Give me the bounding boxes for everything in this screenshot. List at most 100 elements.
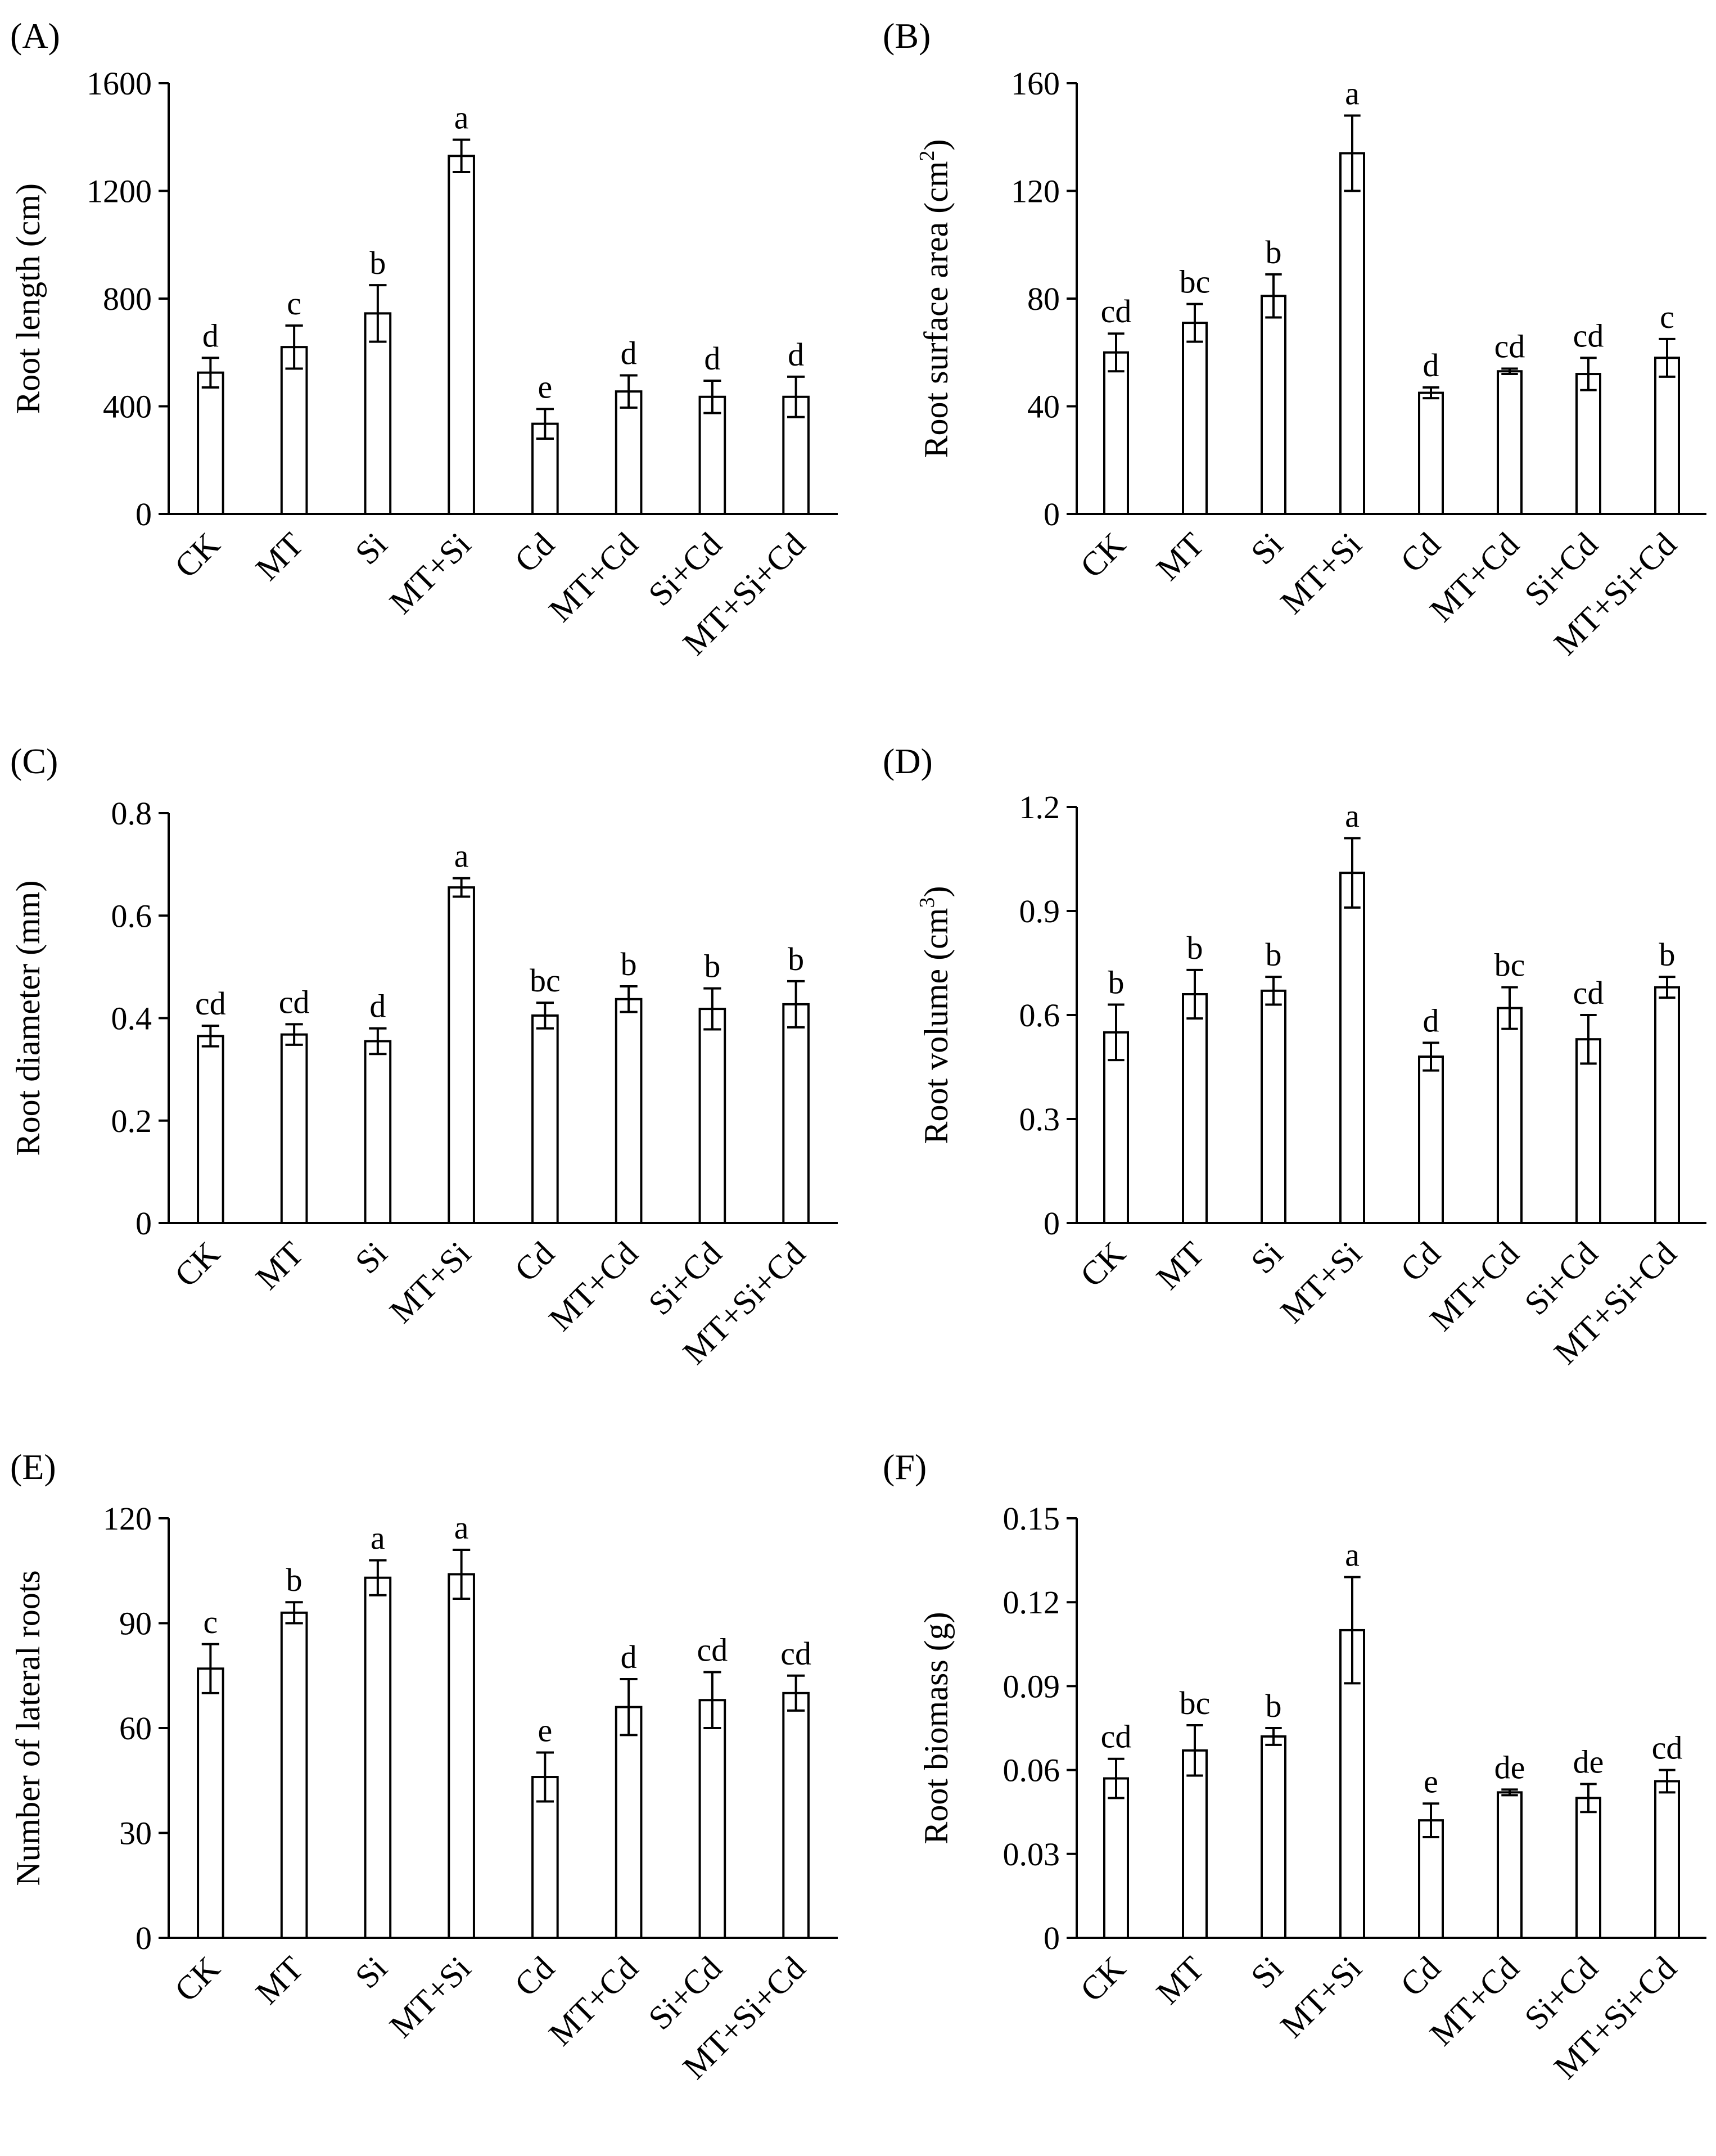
y-tick-label: 0.12	[1003, 1584, 1060, 1621]
significance-letter: a	[454, 838, 469, 874]
x-category-label: MT+Si	[1274, 1235, 1369, 1330]
x-category-label: MT+Cd	[542, 1235, 645, 1338]
bar	[448, 886, 475, 1224]
y-axis-label: Root length (cm)	[10, 183, 47, 414]
bar	[1182, 1749, 1208, 1939]
y-tick-label: 0	[1044, 1205, 1060, 1242]
bar	[1261, 989, 1286, 1225]
y-tick-label: 0.9	[1019, 893, 1060, 930]
y-tick-label: 60	[119, 1710, 152, 1747]
panel-label: (A)	[10, 16, 60, 56]
y-tick-label: 0	[136, 1920, 152, 1956]
y-tick-label: 0.03	[1003, 1836, 1060, 1873]
x-category-label: Cd	[1393, 1950, 1447, 2004]
significance-letter: d	[704, 340, 720, 377]
bar	[698, 1699, 726, 1939]
bar	[615, 390, 643, 516]
panel-f: (F) 0 0.03 0.06 0.09 0.12 0.15 Root biomass (g)…	[883, 1447, 1706, 2086]
x-category-label: Si	[348, 526, 394, 572]
y-tick-label: 1.2	[1019, 789, 1060, 826]
significance-letter: cd	[279, 984, 310, 1020]
x-category-label: MT	[1149, 526, 1211, 588]
y-tick-label: 400	[103, 389, 152, 425]
significance-letter: cd	[1573, 317, 1604, 354]
x-category-label: MT+Cd	[1423, 1235, 1526, 1338]
panel-label: (C)	[10, 741, 58, 781]
y-tick-label: 0.2	[111, 1103, 152, 1139]
x-category-label: Cd	[1393, 1235, 1447, 1289]
bar	[1418, 1819, 1444, 1940]
significance-letter: bc	[1180, 1685, 1211, 1721]
y-axis-label-tail: )	[918, 139, 955, 150]
bar	[782, 1692, 810, 1939]
x-category-label: MT+Si	[382, 1950, 478, 2045]
x-category-label: MT+Si	[1274, 1950, 1369, 2045]
x-category-label: MT+Si	[382, 1235, 478, 1330]
y-axis-label-text: Root volume (cm	[918, 908, 955, 1144]
x-category-label: MT+Si	[382, 526, 478, 621]
bar	[280, 1611, 308, 1940]
significance-letter: c	[204, 1604, 218, 1640]
significance-letter: cd	[1494, 328, 1525, 364]
significance-letter: c	[287, 285, 301, 322]
significance-letter: cd	[195, 985, 226, 1022]
significance-letter: b	[1187, 930, 1203, 966]
bar	[1575, 1038, 1601, 1224]
significance-letter: bc	[1494, 947, 1525, 984]
significance-letter: a	[454, 100, 469, 136]
y-tick-label: 0.6	[1019, 997, 1060, 1034]
y-tick-label: 0.4	[111, 1000, 152, 1037]
bar	[1182, 322, 1208, 516]
x-category-label: MT	[249, 1950, 310, 2011]
y-axis-label-superscript: 3	[915, 897, 939, 908]
bar	[1497, 1791, 1523, 1940]
significance-letter: e	[1424, 1763, 1438, 1799]
significance-letter: d	[788, 336, 804, 373]
significance-letter: d	[621, 335, 637, 371]
y-axis-label-text: Number of lateral roots	[10, 1570, 47, 1886]
panel-label: (E)	[10, 1447, 56, 1487]
y-axis-label-superscript: 2	[915, 150, 939, 161]
significance-letter: a	[1345, 798, 1360, 835]
panel-label: (D)	[883, 741, 933, 781]
significance-letter: d	[1423, 1002, 1439, 1039]
significance-letter: cd	[697, 1632, 728, 1668]
significance-letter: b	[788, 941, 804, 977]
y-tick-label: 120	[103, 1500, 152, 1537]
y-axis-label: Root volume (cm3)	[915, 886, 955, 1144]
bar	[1654, 1780, 1680, 1940]
bar	[364, 1576, 392, 1939]
y-tick-label: 0	[136, 496, 152, 533]
x-category-label: CK	[168, 526, 227, 585]
bar	[364, 312, 392, 515]
x-category-label: MT+Cd	[1423, 1950, 1526, 2053]
significance-letter: b	[369, 245, 386, 281]
y-axis-label: Root surface area (cm2)	[915, 139, 955, 458]
significance-letter: bc	[1180, 264, 1211, 300]
bar	[1654, 357, 1680, 515]
x-category-label: Si	[1244, 1235, 1290, 1281]
bar	[698, 395, 726, 516]
significance-letter: a	[454, 1509, 469, 1546]
bar	[197, 371, 224, 515]
y-axis-label: Number of lateral roots	[10, 1570, 47, 1886]
significance-letter: b	[704, 948, 720, 985]
y-tick-label: 0	[1044, 1920, 1060, 1956]
significance-letter: d	[369, 988, 386, 1025]
bar	[615, 998, 643, 1224]
significance-letter: d	[621, 1639, 637, 1675]
panel-label: (B)	[883, 16, 931, 56]
y-tick-label: 0.09	[1003, 1668, 1060, 1704]
x-category-label: CK	[1073, 1950, 1133, 2009]
x-category-label: MT	[249, 526, 310, 588]
bar	[448, 155, 475, 515]
y-tick-label: 90	[119, 1605, 152, 1642]
bar	[1497, 1007, 1523, 1224]
y-tick-label: 1200	[87, 173, 152, 210]
y-tick-label: 800	[103, 281, 152, 317]
x-category-label: Si	[348, 1950, 394, 1996]
significance-letter: a	[1345, 1536, 1360, 1573]
significance-letter: cd	[780, 1635, 811, 1672]
bar	[1339, 152, 1365, 516]
